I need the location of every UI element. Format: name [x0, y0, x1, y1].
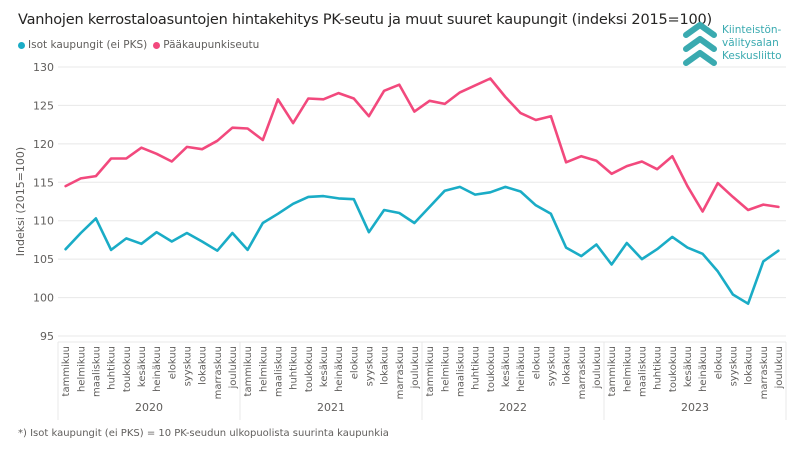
x-month-label: heinäkuu — [152, 346, 163, 392]
x-month-label: elokuu — [713, 346, 724, 379]
x-month-label: heinäkuu — [516, 346, 527, 392]
logo-line-3: Keskusliitto — [722, 50, 782, 62]
x-month-label: tammikuu — [243, 346, 254, 396]
y-tick-label: 115 — [33, 176, 54, 189]
x-month-label: maaliskuu — [455, 346, 466, 397]
chart-title: Vanhojen kerrostaloasuntojen hintakehity… — [18, 12, 713, 28]
legend: Isot kaupungit (ei PKS) Pääkaupunkiseutu — [18, 39, 259, 51]
series-line-paakaupunkiseutu — [64, 77, 780, 213]
logo-text: Kiinteistön- välitysalan Keskusliitto — [722, 24, 782, 63]
legend-label-paakaupunkiseutu: Pääkaupunkiseutu — [163, 39, 260, 51]
x-month-label: syyskuu — [546, 346, 557, 386]
x-month-label: elokuu — [167, 346, 178, 379]
series-line-isot-kaupungit — [64, 185, 780, 306]
y-tick-label: 130 — [33, 61, 54, 74]
x-month-label: toukokuu — [668, 346, 679, 392]
y-axis-title: Indeksi (2015=100) — [14, 147, 27, 256]
x-month-label: huhtikuu — [107, 346, 118, 390]
y-tick-label: 105 — [33, 253, 54, 266]
kvkl-logo: Kiinteistön- välitysalan Keskusliitto — [682, 20, 794, 70]
x-month-label: maaliskuu — [637, 346, 648, 397]
y-tick-label: 100 — [33, 292, 54, 305]
x-month-label: kesäkuu — [319, 346, 330, 387]
x-month-label: kesäkuu — [683, 346, 694, 387]
x-month-label: huhtikuu — [653, 346, 664, 390]
x-month-label: helmikuu — [440, 346, 451, 392]
x-month-label: kesäkuu — [501, 346, 512, 387]
x-month-label: syyskuu — [728, 346, 739, 386]
legend-label-isot-kaupungit: Isot kaupungit (ei PKS) — [28, 39, 148, 51]
x-month-label: joulukuu — [774, 346, 785, 390]
x-month-label: marraskuu — [759, 346, 770, 399]
logo-line-1: Kiinteistön- — [722, 24, 782, 36]
legend-item-isot-kaupungit[interactable]: Isot kaupungit (ei PKS) — [18, 39, 147, 51]
x-month-label: lokakuu — [562, 346, 573, 385]
x-year-label: 2022 — [499, 401, 527, 414]
x-year-label: 2020 — [135, 401, 163, 414]
x-year-label: 2021 — [317, 401, 345, 414]
footnote: *) Isot kaupungit (ei PKS) = 10 PK-seudu… — [18, 428, 389, 439]
x-month-label: marraskuu — [395, 346, 406, 399]
x-month-label: helmikuu — [258, 346, 269, 392]
x-month-label: syyskuu — [364, 346, 375, 386]
y-tick-label: 95 — [40, 330, 54, 343]
x-month-label: joulukuu — [410, 346, 421, 390]
x-month-label: lokakuu — [744, 346, 755, 385]
line-chart: 95 100 105 110 115 120 125 130 Indeksi (2015=100… — [14, 61, 787, 420]
x-month-label: toukokuu — [304, 346, 315, 392]
x-month-label: elokuu — [531, 346, 542, 379]
x-month-label: lokakuu — [198, 346, 209, 385]
x-month-label: joulukuu — [592, 346, 603, 390]
x-month-label: maaliskuu — [273, 346, 284, 397]
x-month-label: toukokuu — [122, 346, 133, 392]
x-month-label: huhtikuu — [471, 346, 482, 390]
x-year-label: 2023 — [681, 401, 709, 414]
x-month-label: elokuu — [349, 346, 360, 379]
x-month-label: kesäkuu — [137, 346, 148, 387]
x-month-label: maaliskuu — [91, 346, 102, 397]
x-month-label: marraskuu — [213, 346, 224, 399]
x-month-label: joulukuu — [228, 346, 239, 390]
legend-item-paakaupunkiseutu[interactable]: Pääkaupunkiseutu — [153, 39, 259, 51]
x-month-label: tammikuu — [607, 346, 618, 396]
y-tick-label: 120 — [33, 138, 54, 151]
legend-dot-paakaupunkiseutu — [153, 41, 161, 49]
x-month-label: helmikuu — [622, 346, 633, 392]
legend-dot-isot-kaupungit — [18, 41, 25, 49]
y-tick-label: 125 — [33, 99, 54, 112]
x-month-label: toukokuu — [486, 346, 497, 392]
y-tick-label: 110 — [33, 215, 54, 228]
x-month-label: syyskuu — [182, 346, 193, 386]
x-month-label: tammikuu — [425, 346, 436, 396]
x-month-label: tammikuu — [61, 346, 72, 396]
x-month-label: heinäkuu — [334, 346, 345, 392]
x-month-label: huhtikuu — [289, 346, 300, 390]
logo-line-2: välitysalan — [722, 37, 779, 49]
x-month-label: heinäkuu — [698, 346, 709, 392]
x-month-label: marraskuu — [577, 346, 588, 399]
x-month-label: helmikuu — [76, 346, 87, 392]
chevrons-logo-icon — [683, 22, 717, 66]
x-month-label: lokakuu — [380, 346, 391, 385]
